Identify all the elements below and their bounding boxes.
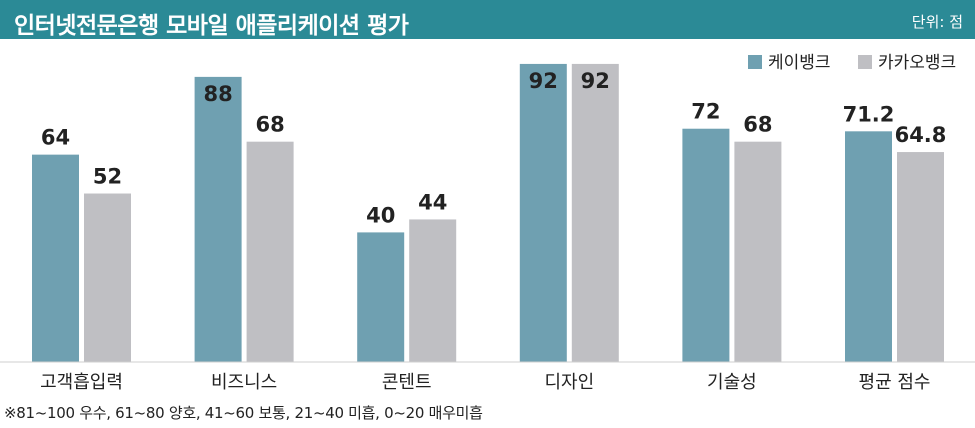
value-label-kbank-3: 92 [529,69,558,93]
value-label-kbank-0: 64 [41,126,70,150]
bar-chart: 케이뱅크 카카오뱅크 64 52 88 68 40 44 92 92 72 68 71.264.8 고… [0,53,975,393]
bar-kakaobank-5 [897,152,944,362]
bar-kakaobank-0 [84,193,131,362]
category-label-3: 디자인 [544,372,594,393]
category-label-5: 평균 점수 [859,372,931,393]
value-label-kbank-4: 72 [691,100,720,124]
value-label-kakaobank-3: 92 [581,69,610,93]
bar-kbank-1 [194,76,242,362]
bar-kbank-5 [845,131,892,362]
value-label-kbank-2: 40 [366,203,395,227]
bar-kakaobank-3 [571,63,619,363]
bar-kbank-3 [519,63,567,363]
title-bar: 인터넷전문은행 모바일 애플리케이션 평가 단위: 점 [0,0,975,39]
legend-swatch-kakaobank [858,55,872,69]
bar-kakaobank-1 [246,141,294,362]
bar-kakaobank-2 [409,219,457,362]
value-label-kakaobank-4: 68 [743,113,772,137]
bar-kakaobank-4 [734,141,782,362]
category-labels: 고객흡입력 비즈니스 콘텐트 디자인 기술성 평균 점수 [40,372,930,393]
category-label-2: 콘텐트 [382,372,432,393]
value-label-kakaobank-1: 68 [255,113,284,137]
footnote: ※81~100 우수, 61~80 양호, 41~60 보통, 21~40 미흡… [4,404,483,422]
legend: 케이뱅크 카카오뱅크 [748,53,956,73]
value-label-kakaobank-0: 52 [93,165,122,189]
legend-swatch-kbank [748,55,762,69]
unit-label: 단위: 점 [911,13,963,31]
legend-label-kbank: 케이뱅크 [768,53,831,73]
category-label-4: 기술성 [707,372,757,393]
category-label-0: 고객흡입력 [40,372,123,393]
value-label-kbank-1: 88 [203,82,232,106]
category-label-1: 비즈니스 [211,372,277,393]
bars [32,63,944,363]
value-labels: 64 52 88 68 40 44 92 92 72 68 71.264.8 [41,69,947,227]
bar-kbank-2 [357,232,405,362]
chart-title: 인터넷전문은행 모바일 애플리케이션 평가 [14,13,409,39]
value-label-kakaobank-2: 44 [418,190,447,214]
bar-kbank-4 [682,128,730,362]
value-label-kbank-5: 71.2 [843,102,895,126]
bar-kbank-0 [32,154,79,362]
value-label-kakaobank-5: 64.8 [895,123,947,147]
legend-label-kakaobank: 카카오뱅크 [878,53,956,73]
